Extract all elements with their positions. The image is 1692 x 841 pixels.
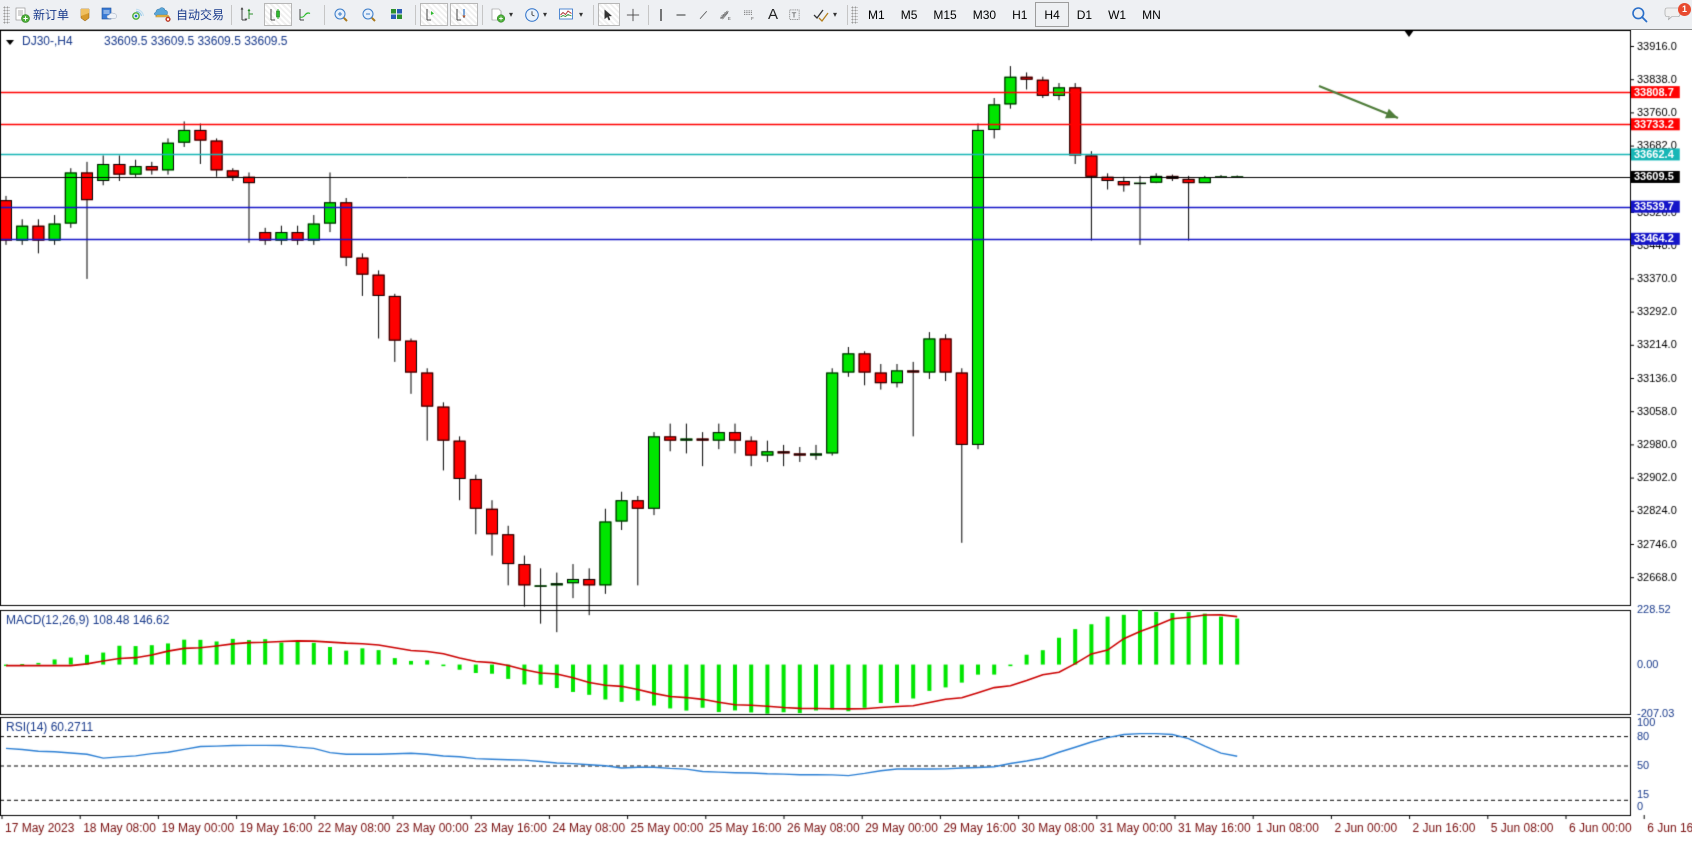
svg-text:E: E <box>728 15 731 20</box>
svg-text:F: F <box>751 16 754 21</box>
svg-text:T: T <box>792 10 797 19</box>
